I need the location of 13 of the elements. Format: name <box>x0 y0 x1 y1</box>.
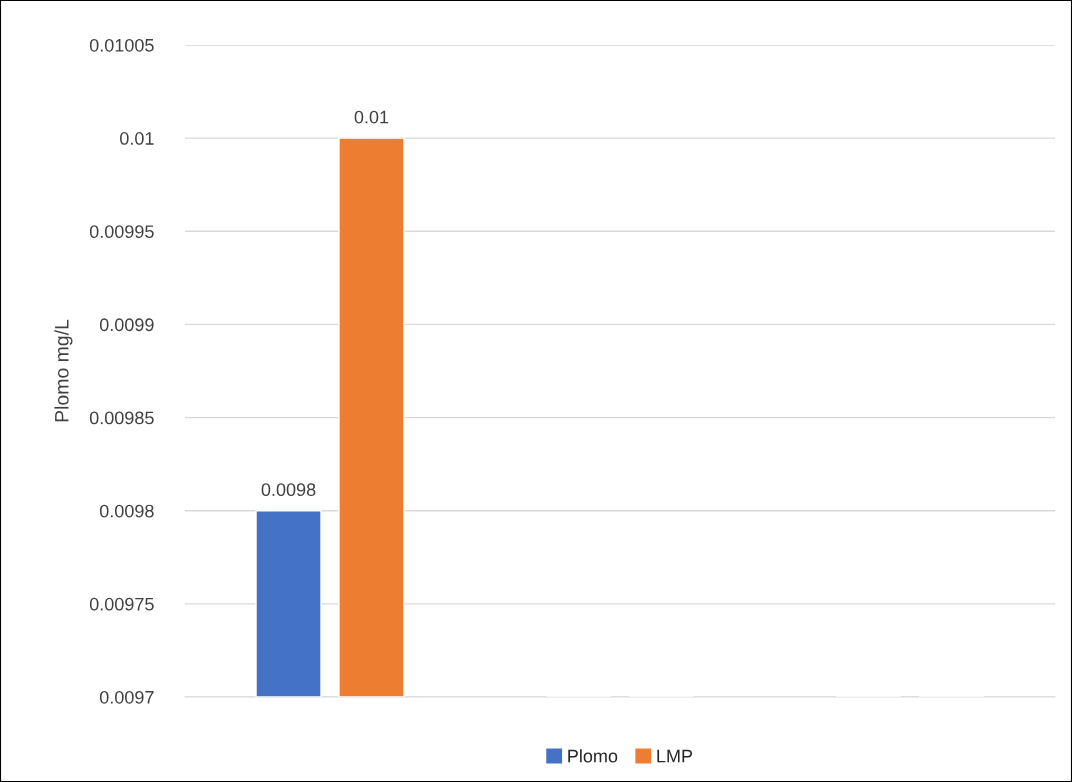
y-tick-label: 0.0097 <box>99 690 154 704</box>
y-tick-label: 0.00985 <box>89 411 154 425</box>
y-tick-label: 0.01 <box>120 132 154 145</box>
data-label: 0.01 <box>354 110 389 124</box>
data-label: 0.0098 <box>261 483 316 497</box>
legend-label: LMP <box>657 749 693 763</box>
y-axis-title: Plomo mg/L <box>54 319 73 422</box>
y-tick-label: 0.00995 <box>89 225 154 239</box>
y-tick-label: 0.0098 <box>99 504 154 518</box>
y-tick-label: 0.0099 <box>99 318 154 332</box>
y-tick-label: 0.00975 <box>89 597 154 611</box>
legend-label: Plomo <box>568 749 618 763</box>
y-tick-label: 0.01005 <box>89 38 154 52</box>
